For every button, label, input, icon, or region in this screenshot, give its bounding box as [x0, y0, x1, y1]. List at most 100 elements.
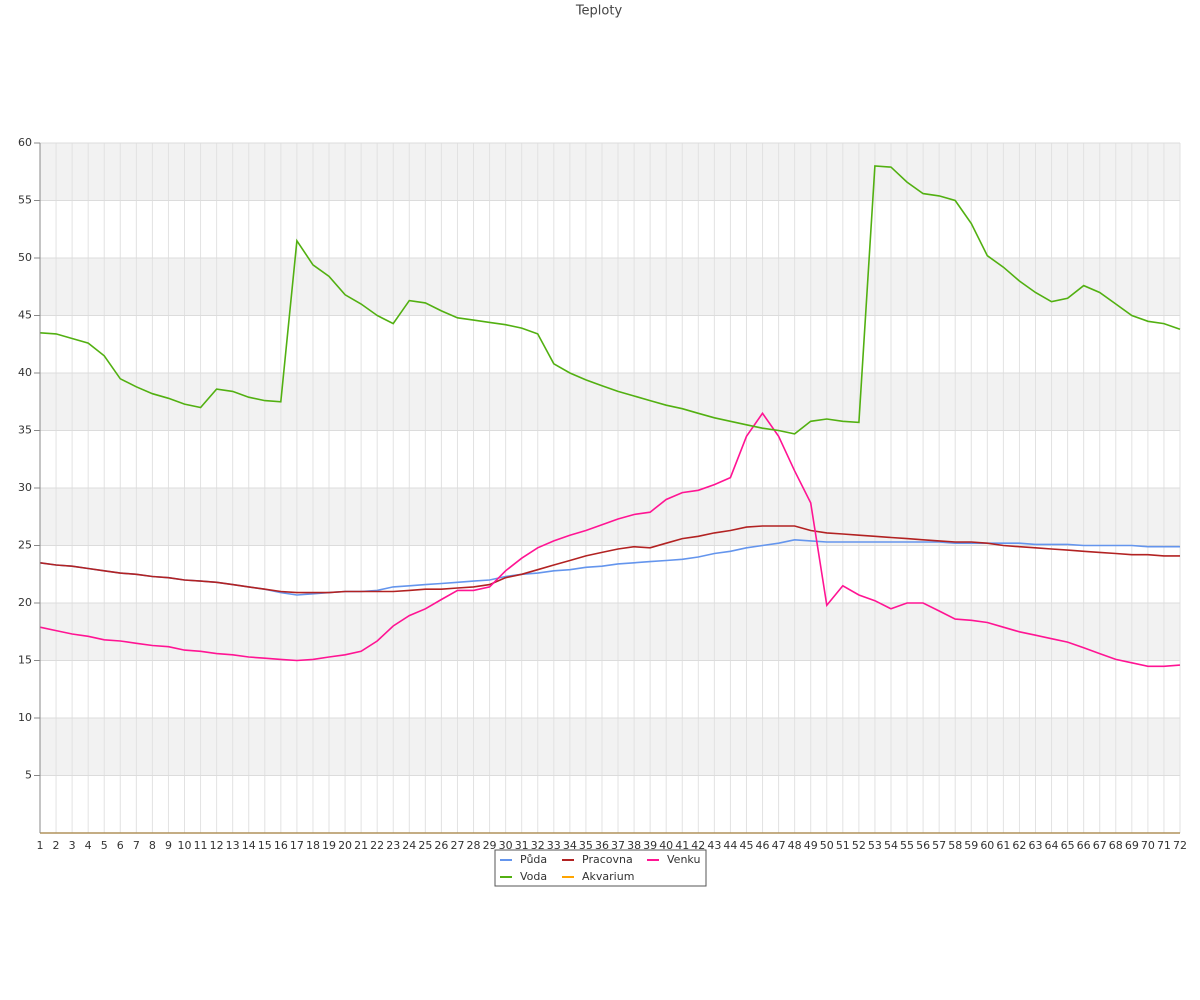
x-tick-label: 68 — [1109, 839, 1123, 852]
y-tick-label: 45 — [18, 309, 32, 322]
legend-label: Voda — [520, 870, 547, 883]
x-tick-label: 36 — [595, 839, 609, 852]
series-line — [39, 411, 1181, 668]
series-line — [39, 538, 1180, 596]
y-tick-label: 35 — [18, 424, 32, 437]
legend-box — [494, 849, 707, 887]
x-tick-label: 50 — [820, 839, 834, 852]
x-tick-label: 12 — [210, 839, 224, 852]
x-tick-label: 52 — [852, 839, 866, 852]
x-tick-label: 40 — [659, 839, 673, 852]
y-tick-label: 25 — [18, 539, 32, 552]
x-tick-label: 27 — [450, 839, 464, 852]
x-tick-label: 44 — [723, 839, 737, 852]
x-tick-label: 46 — [756, 839, 770, 852]
x-tick-label: 71 — [1157, 839, 1171, 852]
x-tick-label: 8 — [149, 839, 156, 852]
x-tick-label: 41 — [675, 839, 689, 852]
x-tick-label: 60 — [980, 839, 994, 852]
x-tick-label: 55 — [900, 839, 914, 852]
series-line — [39, 525, 1180, 594]
x-tick-label: 7 — [133, 839, 140, 852]
x-tick-label: 21 — [354, 839, 368, 852]
x-tick-label: 47 — [772, 839, 786, 852]
x-tick-label: 28 — [467, 839, 481, 852]
x-tick-label: 34 — [563, 839, 577, 852]
x-tick-label: 67 — [1093, 839, 1107, 852]
x-tick-label: 59 — [964, 839, 978, 852]
x-tick-label: 61 — [996, 839, 1010, 852]
grid-band — [40, 373, 1180, 431]
legend-label: Pracovna — [582, 853, 633, 866]
x-tick-label: 22 — [370, 839, 384, 852]
legend-label: Půda — [520, 853, 547, 866]
x-tick-label: 18 — [306, 839, 320, 852]
x-tick-label: 35 — [579, 839, 593, 852]
chart-title: Teploty — [575, 4, 623, 19]
grid-band — [40, 488, 1180, 546]
x-tick-label: 53 — [868, 839, 882, 852]
legend-label: Akvarium — [582, 870, 634, 883]
x-tick-label: 32 — [531, 839, 545, 852]
x-tick-label: 26 — [434, 839, 448, 852]
x-tick-label: 9 — [165, 839, 172, 852]
x-tick-label: 72 — [1173, 839, 1187, 852]
x-tick-label: 56 — [916, 839, 930, 852]
grid-band — [40, 718, 1180, 776]
y-tick-label: 10 — [18, 711, 32, 724]
y-tick-label: 55 — [18, 194, 32, 207]
y-tick-label: 15 — [18, 654, 32, 667]
x-tick-label: 1 — [37, 839, 44, 852]
x-tick-label: 49 — [804, 839, 818, 852]
x-tick-label: 5 — [101, 839, 108, 852]
x-tick-label: 33 — [547, 839, 561, 852]
x-tick-label: 48 — [788, 839, 802, 852]
y-tick-label: 5 — [25, 769, 32, 782]
y-tick-label: 20 — [18, 596, 32, 609]
x-tick-label: 25 — [418, 839, 432, 852]
y-tick-label: 60 — [18, 136, 32, 149]
x-tick-label: 31 — [515, 839, 529, 852]
series-line — [39, 165, 1181, 435]
x-tick-label: 51 — [836, 839, 850, 852]
x-tick-label: 57 — [932, 839, 946, 852]
x-tick-label: 15 — [258, 839, 272, 852]
x-tick-label: 69 — [1125, 839, 1139, 852]
x-tick-label: 23 — [386, 839, 400, 852]
x-tick-label: 6 — [117, 839, 124, 852]
x-tick-label: 13 — [226, 839, 240, 852]
x-tick-label: 17 — [290, 839, 304, 852]
x-tick-label: 14 — [242, 839, 256, 852]
x-tick-label: 2 — [53, 839, 60, 852]
grid-band — [40, 143, 1180, 201]
x-tick-label: 63 — [1028, 839, 1042, 852]
x-tick-label: 38 — [627, 839, 641, 852]
y-tick-label: 40 — [18, 366, 32, 379]
x-tick-label: 64 — [1045, 839, 1059, 852]
y-tick-label: 50 — [18, 251, 32, 264]
grid-band — [40, 258, 1180, 316]
legend-label: Venku — [667, 853, 700, 866]
x-tick-label: 66 — [1077, 839, 1091, 852]
x-tick-label: 43 — [707, 839, 721, 852]
y-tick-label: 30 — [18, 481, 32, 494]
x-tick-label: 3 — [69, 839, 76, 852]
x-tick-label: 62 — [1012, 839, 1026, 852]
x-tick-label: 4 — [85, 839, 92, 852]
x-tick-label: 54 — [884, 839, 898, 852]
x-tick-label: 16 — [274, 839, 288, 852]
grid-band — [40, 603, 1180, 661]
x-tick-label: 39 — [643, 839, 657, 852]
x-tick-label: 58 — [948, 839, 962, 852]
x-tick-label: 24 — [402, 839, 416, 852]
x-tick-label: 20 — [338, 839, 352, 852]
x-tick-label: 65 — [1061, 839, 1075, 852]
x-tick-label: 70 — [1141, 839, 1155, 852]
x-tick-label: 11 — [194, 839, 208, 852]
x-tick-label: 30 — [499, 839, 513, 852]
x-tick-label: 45 — [739, 839, 753, 852]
x-tick-label: 42 — [691, 839, 705, 852]
x-tick-label: 19 — [322, 839, 336, 852]
x-tick-label: 37 — [611, 839, 625, 852]
